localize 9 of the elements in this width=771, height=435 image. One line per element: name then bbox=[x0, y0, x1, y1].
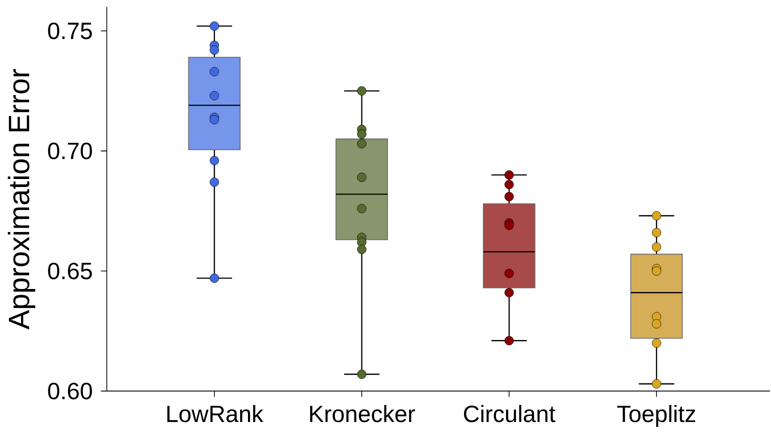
x-tick-label: Circulant bbox=[464, 405, 556, 422]
x-tick-label: Toeplitz bbox=[617, 405, 696, 428]
y-axis-title: Approximation Error bbox=[8, 69, 36, 330]
y-tick-label: 0.70 bbox=[48, 142, 92, 160]
y-tick-label: 0.60 bbox=[48, 382, 92, 400]
x-tick-label: Kronecker bbox=[310, 405, 415, 422]
x-tick-label: LowRank bbox=[167, 405, 264, 422]
y-tick-label: 0.75 bbox=[48, 22, 92, 40]
y-tick-label: 0.65 bbox=[48, 262, 92, 280]
